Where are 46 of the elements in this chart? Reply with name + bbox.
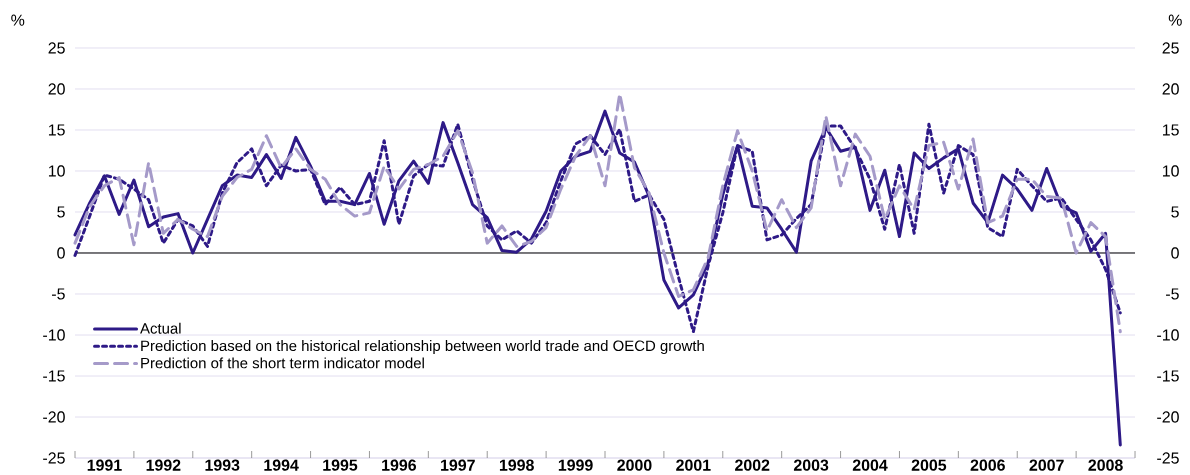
y2-axis-title: %	[1168, 14, 1182, 26]
legend-label: Actual	[140, 322, 181, 334]
y2-tick-label: -10	[1157, 329, 1179, 341]
x-tick-label: 1993	[205, 459, 240, 471]
x-tick-label: 1998	[499, 459, 534, 471]
y2-tick-label: 0	[1171, 247, 1179, 259]
y-tick-label: -15	[43, 370, 65, 382]
x-tick-label: 2003	[793, 459, 829, 471]
y-tick-label: 15	[48, 124, 65, 136]
y2-tick-label: -15	[1157, 370, 1179, 382]
y-tick-label: -25	[43, 452, 65, 464]
y-tick-label: 0	[57, 247, 65, 259]
y2-tick-label: 20	[1162, 83, 1179, 95]
y2-tick-label: 5	[1171, 206, 1179, 218]
y-tick-label: -5	[52, 288, 65, 300]
y2-tick-label: -20	[1157, 411, 1179, 423]
y-tick-label: -20	[43, 411, 65, 423]
x-tick-label: 1997	[441, 459, 475, 471]
y-tick-label: 5	[57, 206, 65, 218]
x-tick-label: 2002	[735, 459, 770, 471]
x-tick-label: 2004	[852, 459, 888, 471]
y2-tick-label: -25	[1157, 452, 1179, 464]
x-tick-label: 1992	[146, 459, 181, 471]
y-axis-title: %	[11, 14, 25, 26]
x-tick-label: 2006	[970, 459, 1005, 471]
y2-tick-label: 10	[1162, 165, 1179, 177]
x-tick-label: 2001	[676, 459, 711, 471]
y-tick-label: 20	[48, 83, 65, 95]
y-tick-label: -10	[43, 329, 65, 341]
x-tick-label: 1996	[382, 459, 417, 471]
y-tick-label: 25	[48, 42, 65, 54]
x-tick-label: 1995	[323, 459, 358, 471]
legend-label: Prediction of the short term indicator model	[141, 357, 424, 369]
line-series	[73, 109, 1122, 447]
y-tick-label: 10	[48, 165, 65, 177]
y2-tick-label: -5	[1166, 288, 1179, 300]
x-tick-label: 2005	[911, 459, 947, 471]
legend-label: Prediction based on the historical relationship between world trade and OECD growth	[141, 340, 704, 355]
x-tick-label: 2008	[1088, 459, 1123, 471]
x-tick-label: 2000	[617, 459, 652, 471]
x-tick-label: 1999	[558, 459, 593, 471]
y2-tick-label: 15	[1162, 124, 1179, 136]
y2-tick-label: 25	[1162, 42, 1179, 54]
x-tick-label: 1991	[87, 459, 122, 471]
x-tick-label: 2007	[1029, 459, 1064, 471]
x-tick-label: 1994	[264, 459, 299, 471]
